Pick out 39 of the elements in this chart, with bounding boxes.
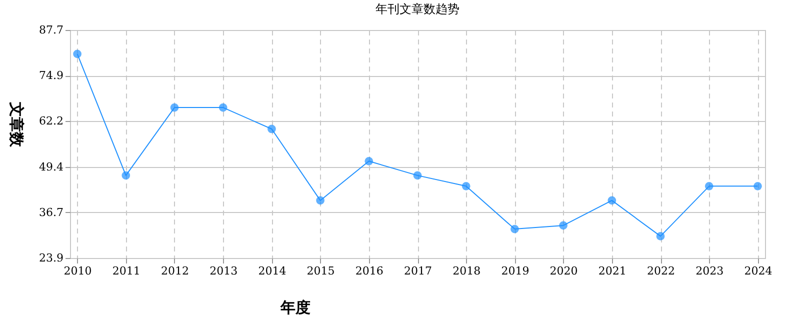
x-tick-label: 2012 — [160, 264, 189, 278]
x-tick-label: 2019 — [501, 264, 530, 278]
y-tick-label: 36.7 — [39, 206, 64, 219]
x-tick-label: 2011 — [112, 264, 140, 278]
y-tick-label: 74.9 — [39, 69, 64, 82]
point — [559, 221, 568, 230]
x-tick-label: 2023 — [696, 264, 724, 278]
point — [462, 182, 470, 190]
point — [170, 103, 179, 112]
y-tick-label: 62.2 — [39, 114, 64, 128]
point — [413, 171, 422, 180]
x-tick-label: 2021 — [598, 264, 626, 278]
y-tick-label: 87.7 — [39, 24, 64, 36]
chart-title: 年刊文章数趋势 — [376, 2, 460, 16]
x-tick-label: 2014 — [258, 264, 286, 278]
point — [122, 171, 130, 180]
x-tick-label: 2022 — [647, 264, 676, 278]
x-tick-label: 2017 — [404, 264, 432, 278]
x-tick-label: 2024 — [744, 264, 772, 278]
point — [364, 156, 374, 166]
x-tick-label: 2015 — [306, 264, 335, 278]
x-tick-label: 2013 — [210, 264, 238, 278]
x-tick-label: 2018 — [452, 264, 481, 278]
point — [704, 182, 714, 190]
point — [608, 196, 616, 205]
point — [218, 103, 228, 112]
point — [316, 196, 324, 205]
x-tick-label: 2010 — [64, 264, 92, 278]
y-tick-label: 49.4 — [39, 160, 64, 174]
point — [510, 224, 519, 234]
point — [656, 232, 665, 240]
x-tick-label: 2016 — [355, 264, 384, 278]
y-tick-label: 23.9 — [39, 252, 64, 264]
point — [268, 124, 276, 134]
x-tick-label: 2020 — [550, 264, 578, 278]
y-axis-title: 文章数 — [8, 101, 26, 148]
point — [73, 50, 82, 58]
x-axis-title: 年度 — [280, 298, 310, 316]
point — [754, 182, 762, 190]
